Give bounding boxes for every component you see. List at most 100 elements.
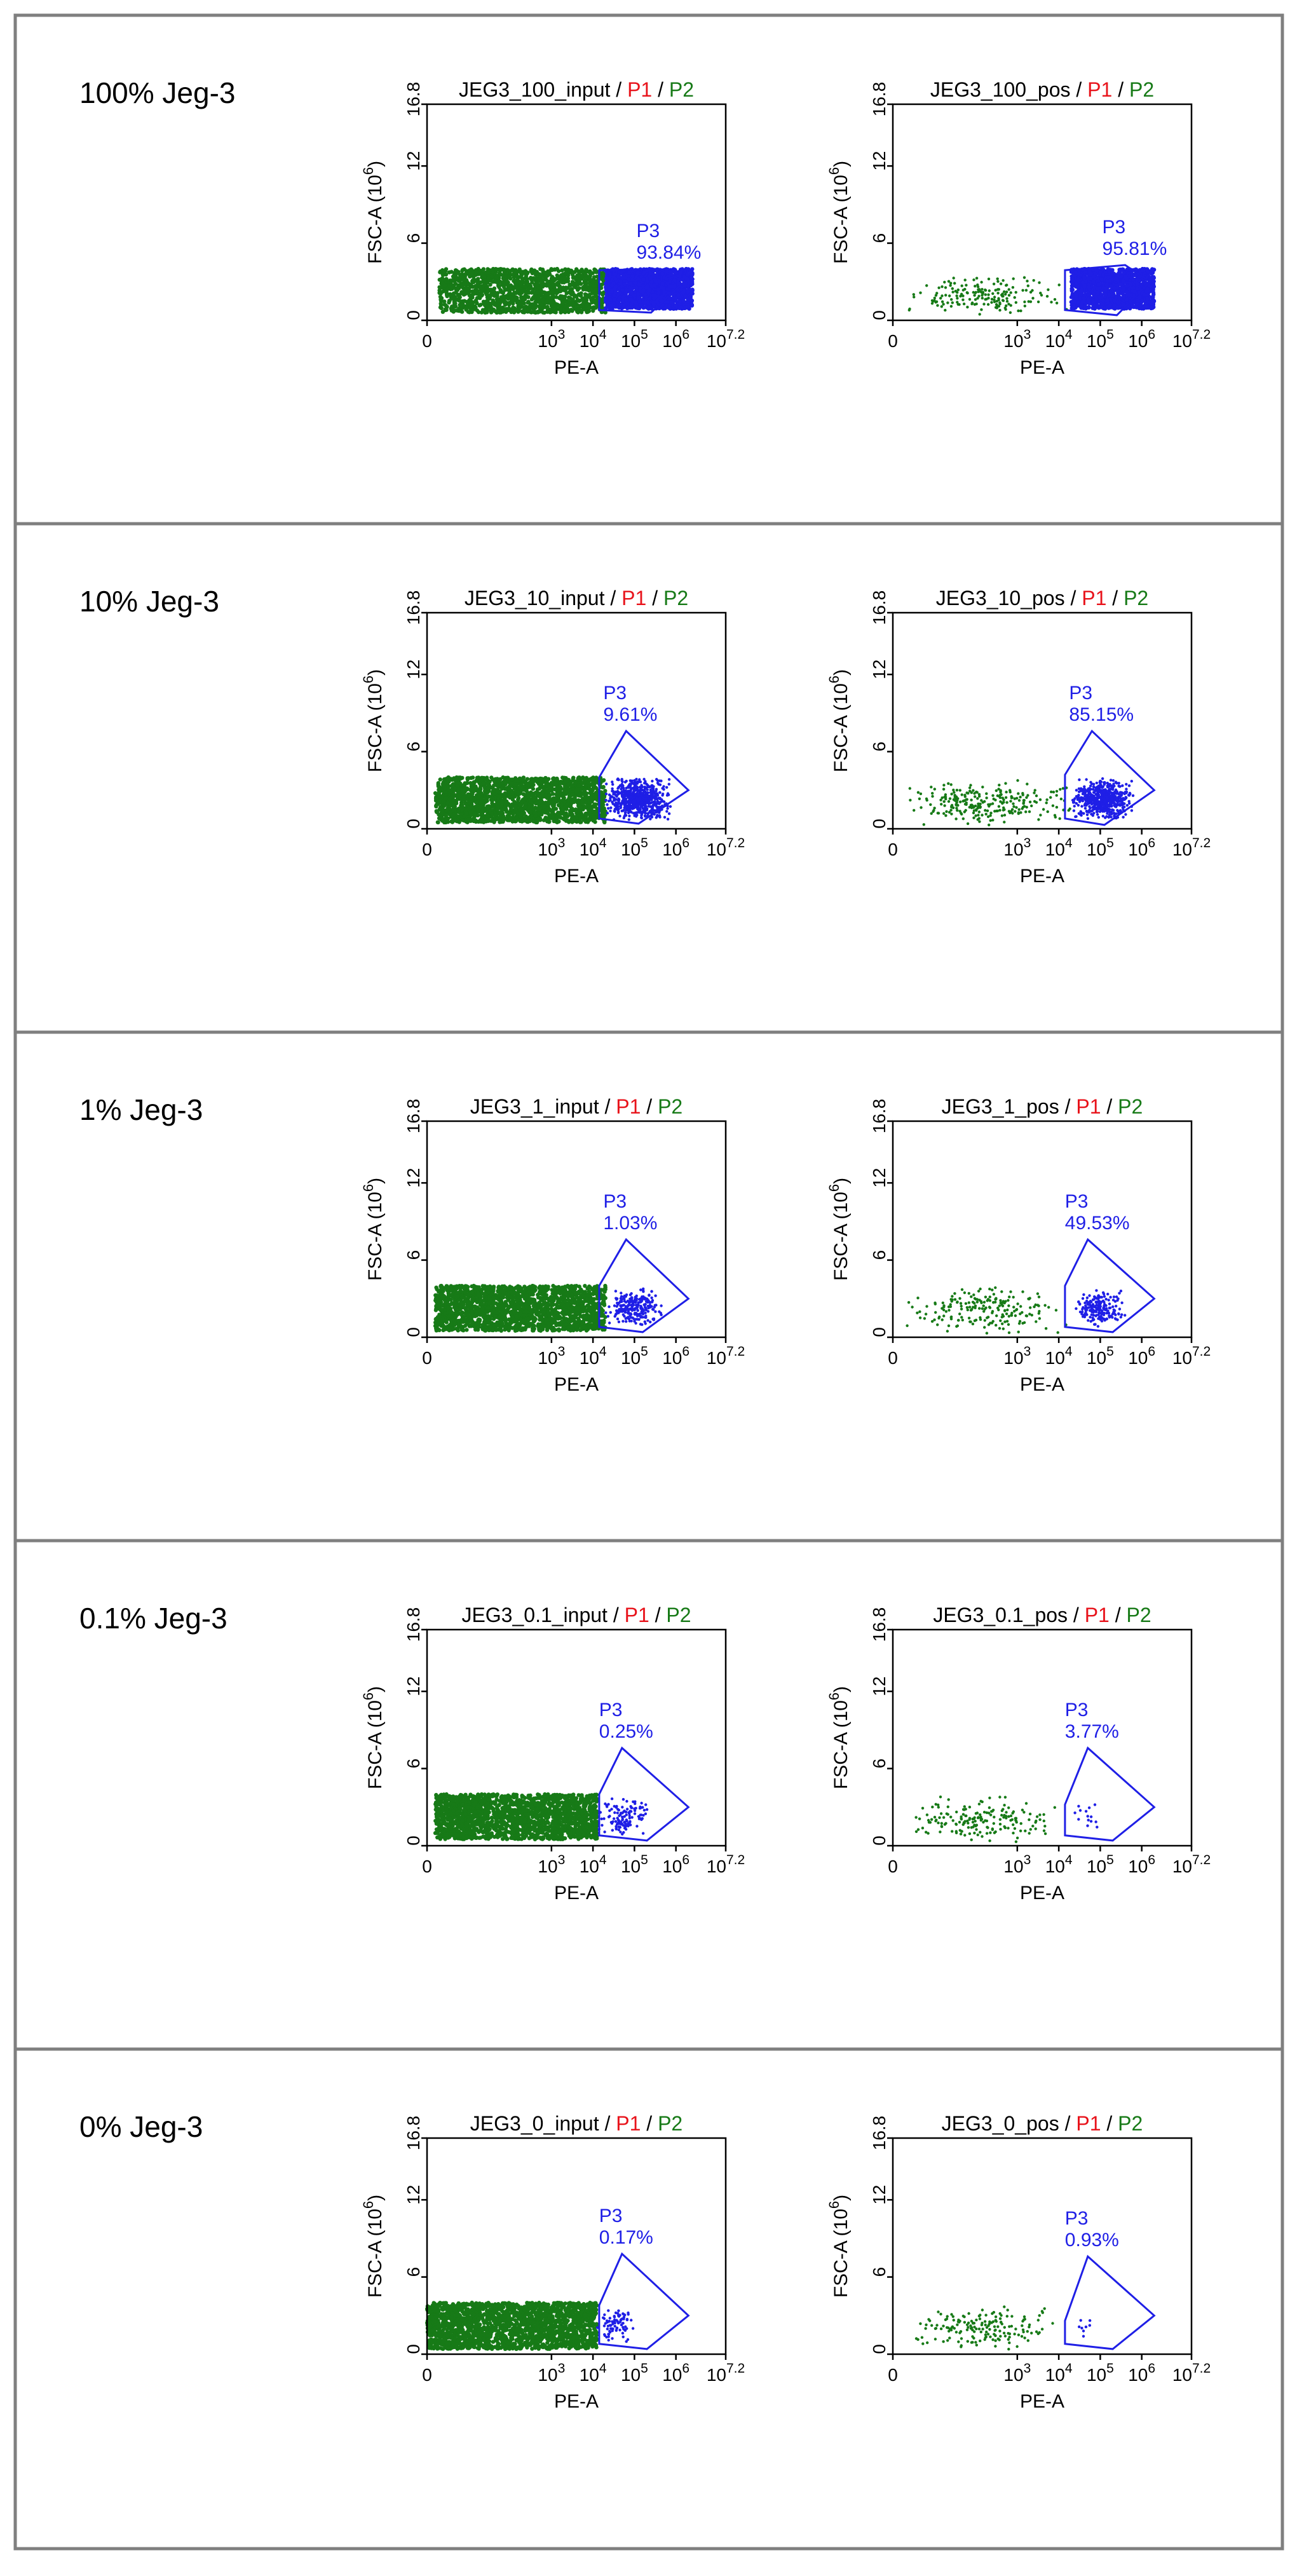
data-point <box>662 290 667 294</box>
data-point <box>949 282 953 285</box>
data-point <box>935 300 939 303</box>
data-point <box>987 277 991 281</box>
data-point <box>681 299 686 304</box>
data-point <box>474 269 479 274</box>
data-point <box>567 299 572 304</box>
data-point <box>1032 279 1035 282</box>
data-point <box>504 310 508 314</box>
data-point <box>465 300 470 304</box>
data-point <box>573 281 578 285</box>
data-point <box>646 285 650 289</box>
data-point <box>620 288 625 292</box>
data-point <box>667 287 671 291</box>
data-point <box>1117 301 1121 305</box>
data-point <box>592 275 597 280</box>
x-tick-label: 103 <box>538 327 565 351</box>
data-point <box>939 297 942 300</box>
x-tick-base: 10 <box>662 331 682 351</box>
data-point <box>669 300 674 305</box>
data-point <box>536 271 540 276</box>
data-point <box>532 308 536 313</box>
data-point <box>618 303 623 307</box>
x-tick-exponent: 7.2 <box>1192 327 1211 342</box>
data-point <box>1024 289 1028 292</box>
data-point <box>579 291 583 296</box>
data-point <box>559 295 564 299</box>
data-point <box>447 300 451 305</box>
data-point <box>976 283 979 287</box>
data-point <box>486 270 491 275</box>
data-point <box>538 308 542 313</box>
y-axis-label: FSC-A (106) <box>360 161 386 264</box>
data-point <box>690 288 695 293</box>
data-point <box>979 290 982 293</box>
data-point <box>995 299 998 303</box>
data-point <box>569 287 574 292</box>
data-point <box>560 301 565 306</box>
data-point <box>1022 276 1026 279</box>
data-point <box>587 309 592 313</box>
data-point <box>680 267 684 271</box>
data-point <box>1104 283 1110 287</box>
data-point <box>482 309 486 313</box>
data-point <box>444 272 449 277</box>
data-point <box>438 269 443 274</box>
data-point <box>635 306 640 310</box>
data-point <box>526 310 530 314</box>
title-separator: / <box>652 78 669 101</box>
data-point <box>549 276 554 281</box>
data-point <box>981 294 984 297</box>
data-point <box>475 301 479 306</box>
y-axis-label: FSC-A (106) <box>826 161 852 264</box>
data-point <box>551 282 555 287</box>
data-point <box>458 309 463 313</box>
data-point <box>1007 303 1010 306</box>
y-axis-unit: (10 <box>365 175 386 202</box>
data-point <box>496 283 501 288</box>
data-point <box>484 270 488 275</box>
data-point <box>616 297 621 302</box>
data-point <box>594 306 598 310</box>
data-point <box>495 267 499 272</box>
data-point <box>965 283 968 287</box>
data-point <box>1087 292 1092 297</box>
data-point <box>1150 289 1155 294</box>
data-point <box>543 275 548 279</box>
data-point <box>571 302 576 306</box>
data-point <box>477 269 482 274</box>
data-point <box>447 270 452 275</box>
data-point <box>599 282 604 287</box>
data-point <box>1082 275 1087 280</box>
data-point <box>670 284 674 289</box>
data-point <box>1076 300 1080 304</box>
data-point <box>1001 292 1004 296</box>
data-point <box>1080 280 1085 285</box>
data-point <box>557 307 561 311</box>
data-point <box>498 271 502 275</box>
data-point <box>470 303 474 307</box>
data-point <box>488 282 492 287</box>
data-point <box>952 276 955 280</box>
data-point <box>512 278 517 283</box>
data-point <box>554 295 559 299</box>
title-separator: / <box>610 78 627 101</box>
gate-percent: 93.84% <box>637 242 702 263</box>
data-point <box>455 285 459 290</box>
data-point <box>515 285 519 290</box>
data-point <box>1125 290 1129 294</box>
data-point <box>981 296 984 300</box>
data-point <box>1150 299 1155 303</box>
data-point <box>646 299 650 304</box>
series-p3 <box>603 266 695 311</box>
data-point <box>975 276 979 280</box>
data-point <box>599 299 604 304</box>
data-point <box>503 274 508 279</box>
data-point <box>510 267 515 271</box>
data-point <box>520 289 524 294</box>
data-point <box>956 301 959 304</box>
data-point <box>479 286 483 290</box>
data-point <box>944 294 947 297</box>
data-point <box>594 287 599 292</box>
data-point <box>1106 267 1111 271</box>
